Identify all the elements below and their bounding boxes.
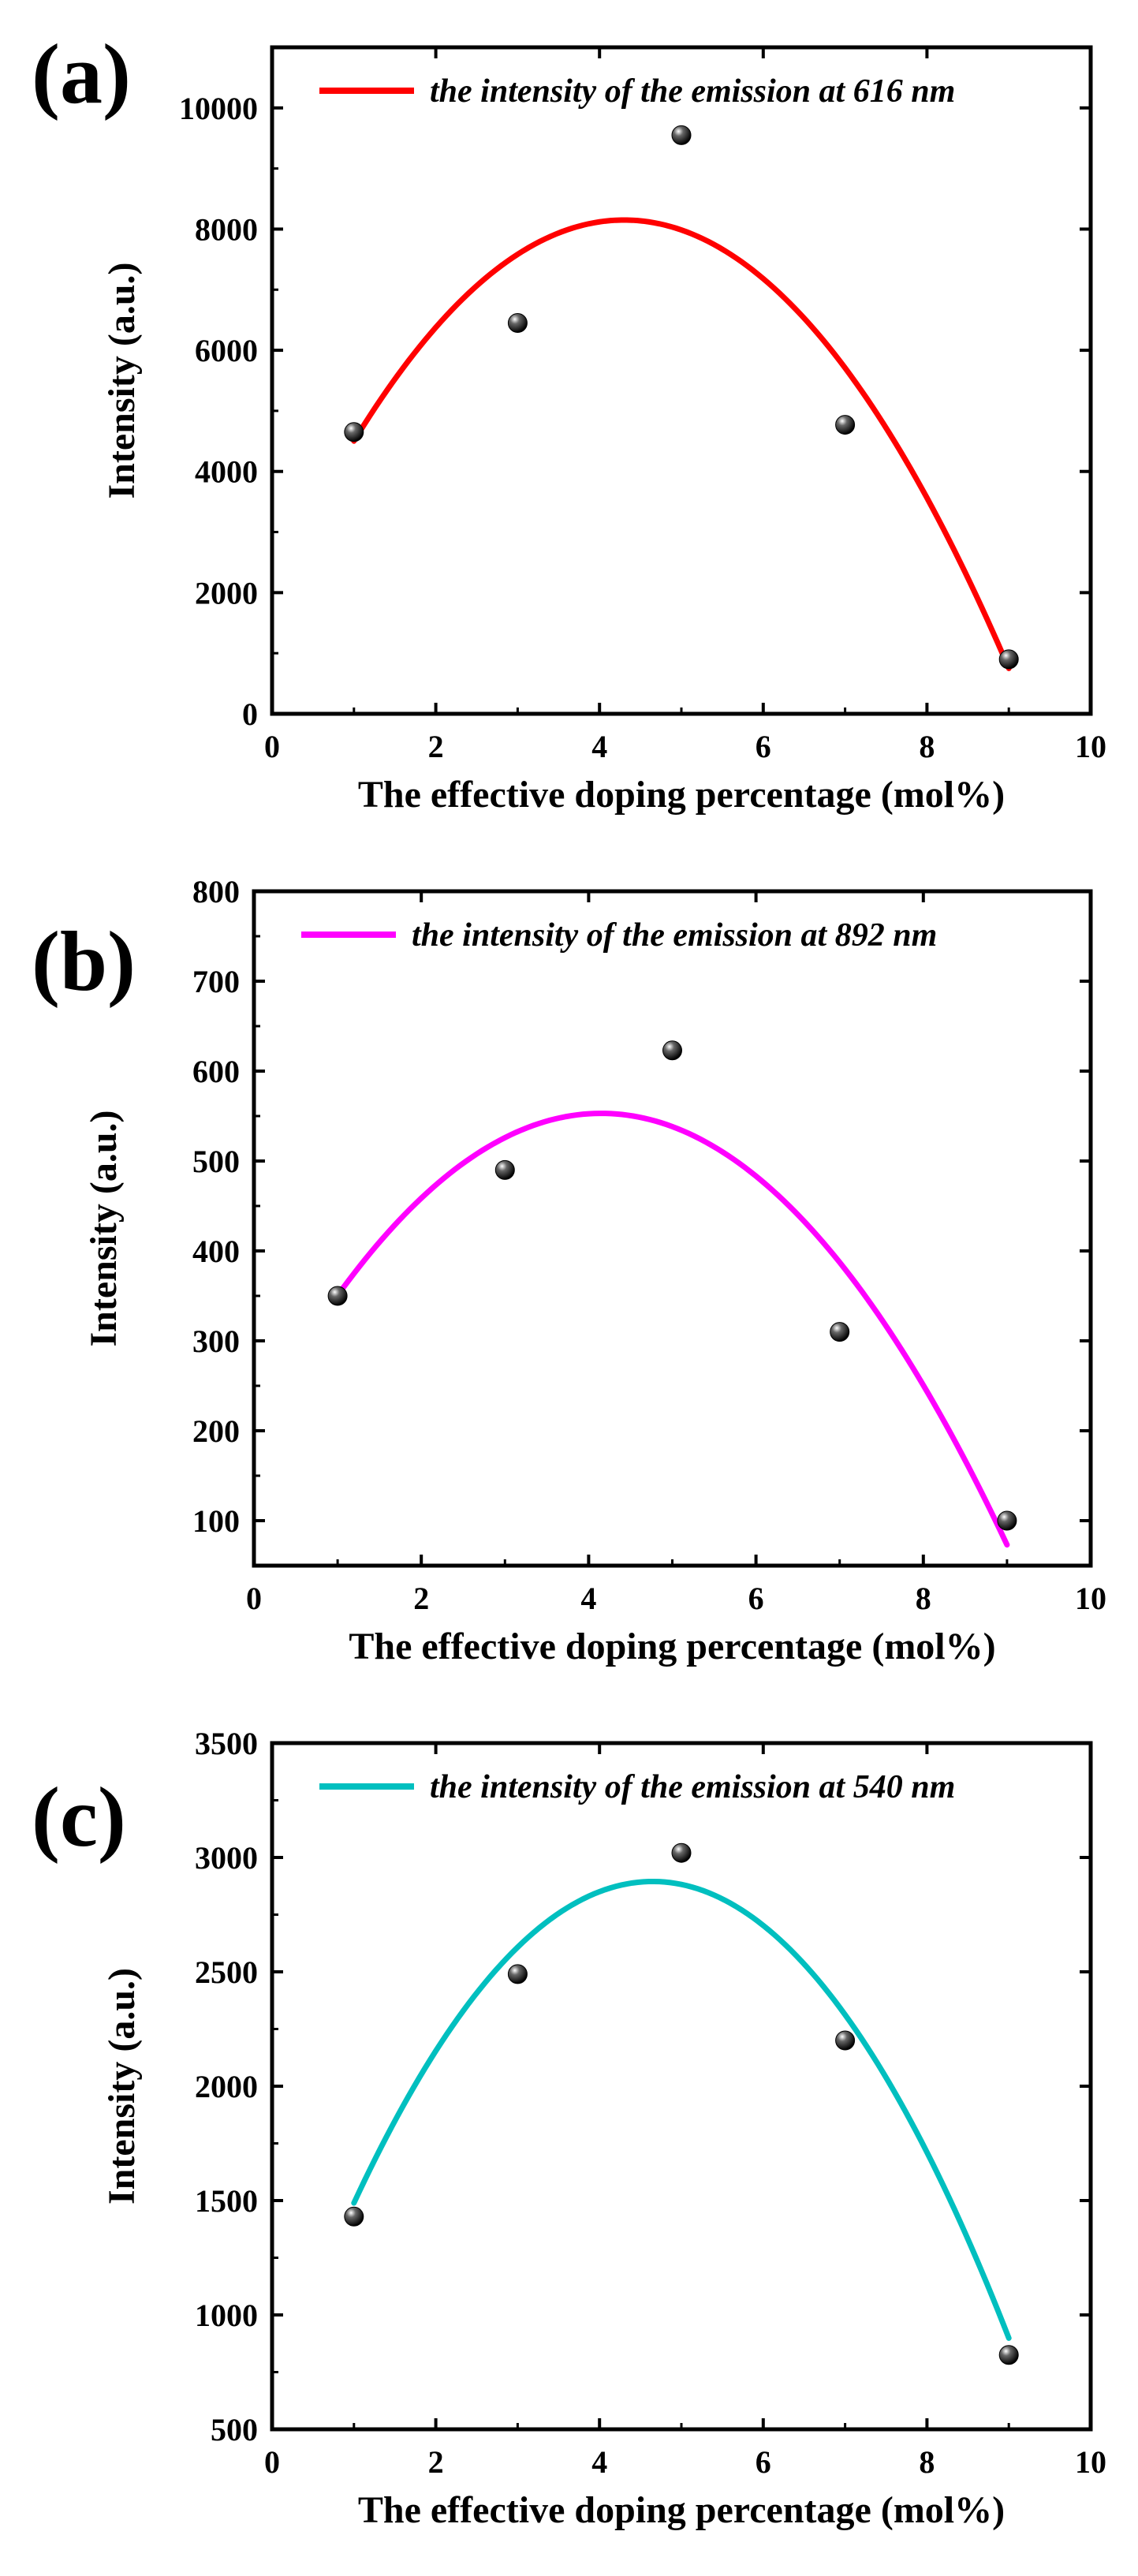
legend-label: the intensity of the emission at 892 nm [412, 917, 937, 954]
y-tick-label: 500 [211, 2412, 258, 2447]
x-tick-label: 4 [591, 2444, 607, 2480]
x-tick-label: 2 [428, 729, 444, 764]
fit-curve [334, 1111, 1010, 1548]
data-point [662, 1040, 682, 1061]
chart-panel-1: 0 2 4 6 8 10 0 2000 4000 6000 8000 10000 The effecti… [32, 28, 1106, 816]
y-tick-label: 3500 [195, 1726, 258, 1761]
y-tick-label: 400 [192, 1234, 240, 1269]
x-tick-label: 0 [264, 2444, 280, 2480]
x-tick-label: 6 [756, 2444, 771, 2480]
x-tick-label: 8 [919, 2444, 935, 2480]
y-tick-label: 100 [192, 1503, 240, 1539]
data-point [997, 1510, 1017, 1531]
x-tick-label: 6 [748, 1581, 764, 1616]
y-tick-label: 2000 [195, 2069, 258, 2104]
data-point [830, 1322, 850, 1342]
x-tick-label: 2 [428, 2444, 444, 2480]
data-point [344, 2206, 364, 2227]
legend-label: the intensity of the emission at 616 nm [430, 73, 955, 110]
chart-panel-2: 0 2 4 6 8 10 100 200 300 400 500 600 700 800 The effec… [32, 874, 1106, 1667]
x-tick-label: 2 [413, 1581, 429, 1616]
x-tick-label: 4 [580, 1581, 596, 1616]
y-axis-title: Intensity (a.u.) [101, 262, 143, 498]
fit-curve [351, 1878, 1012, 2341]
y-tick-label: 500 [192, 1144, 240, 1179]
data-point [998, 2345, 1019, 2365]
legend-label: the intensity of the emission at 540 nm [430, 1769, 955, 1805]
data-point [998, 649, 1019, 670]
y-tick-label: 1000 [195, 2298, 258, 2333]
x-axis-title: The effective doping percentage (mol%) [349, 1626, 995, 1667]
y-tick-label: 10000 [179, 91, 258, 126]
y-tick-label: 800 [192, 874, 240, 909]
x-tick-label: 10 [1075, 729, 1106, 764]
y-tick-label: 700 [192, 964, 240, 999]
panel-label: (b) [32, 915, 136, 1009]
panel-label: (a) [32, 28, 131, 121]
y-tick-label: 6000 [195, 333, 258, 368]
y-tick-label: 3000 [195, 1840, 258, 1876]
y-axis-title: Intensity (a.u.) [101, 1968, 143, 2205]
y-tick-label: 4000 [195, 454, 258, 490]
x-tick-label: 4 [591, 729, 607, 764]
y-tick-label: 2000 [195, 575, 258, 610]
data-point [507, 1964, 528, 1984]
y-tick-label: 300 [192, 1323, 240, 1359]
x-tick-label: 8 [916, 1581, 931, 1616]
data-point [507, 313, 528, 334]
data-point [835, 2030, 856, 2051]
panel-label: (c) [32, 1771, 126, 1865]
data-point [835, 415, 856, 435]
y-tick-label: 600 [192, 1054, 240, 1089]
x-axis-title: The effective doping percentage (mol%) [358, 2489, 1005, 2531]
y-tick-label: 200 [192, 1413, 240, 1449]
x-tick-label: 10 [1075, 1581, 1106, 1616]
x-tick-label: 8 [919, 729, 935, 764]
y-tick-label: 2500 [195, 1954, 258, 1990]
data-point [344, 422, 364, 442]
y-tick-label: 8000 [195, 211, 258, 247]
y-tick-label: 0 [242, 696, 258, 732]
x-tick-label: 10 [1075, 2444, 1106, 2480]
chart-panel-3: 0 2 4 6 8 10 500 1000 1500 2000 2500 3000 3500 The ef… [32, 1726, 1106, 2531]
data-point [671, 1842, 692, 1863]
y-axis-title: Intensity (a.u.) [83, 1110, 125, 1346]
data-point [671, 125, 692, 145]
x-tick-label: 6 [756, 729, 771, 764]
x-tick-label: 0 [264, 729, 280, 764]
fit-curve [351, 217, 1012, 671]
data-point [494, 1159, 515, 1180]
x-axis-title: The effective doping percentage (mol%) [358, 774, 1005, 816]
x-tick-label: 0 [246, 1581, 262, 1616]
y-tick-label: 1500 [195, 2183, 258, 2219]
data-point [327, 1286, 348, 1306]
